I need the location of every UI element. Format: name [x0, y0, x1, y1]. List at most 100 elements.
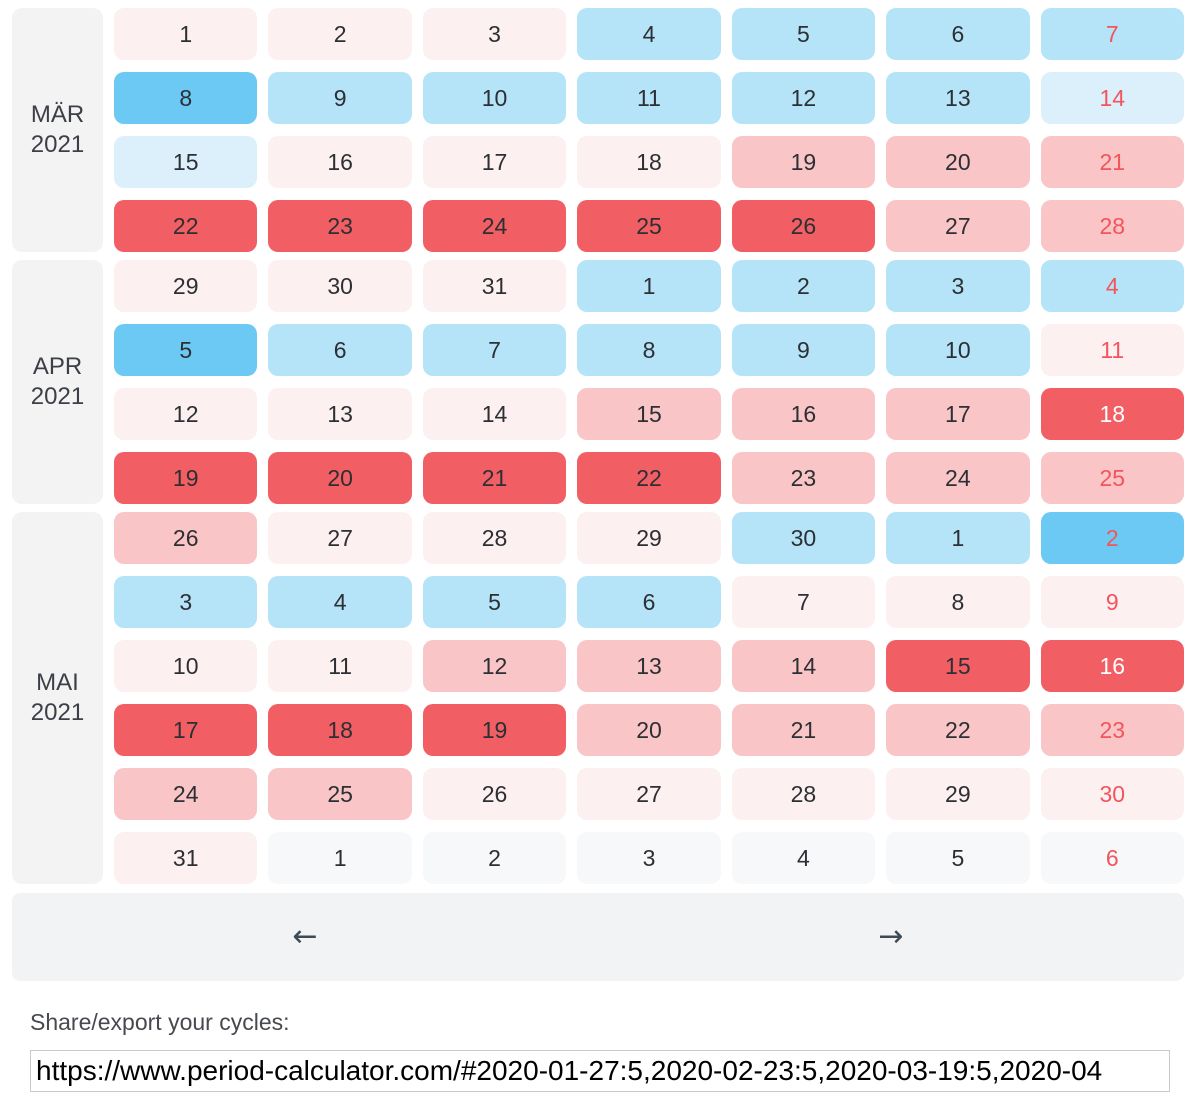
day-cell[interactable]: 30	[731, 512, 876, 564]
day-cell[interactable]: 10	[114, 640, 258, 692]
day-cell[interactable]: 22	[886, 704, 1030, 756]
day-cell[interactable]: 4	[1040, 260, 1184, 312]
day-cell[interactable]: 27	[268, 512, 412, 564]
day-cell[interactable]: 2	[1040, 512, 1184, 564]
day-cell[interactable]: 6	[1040, 832, 1184, 884]
day-cell[interactable]: 17	[886, 388, 1030, 440]
day-cell[interactable]: 23	[1040, 704, 1184, 756]
day-cell[interactable]: 28	[1040, 200, 1184, 252]
day-cell[interactable]: 28	[422, 512, 567, 564]
day-cell[interactable]: 13	[577, 640, 721, 692]
day-cell[interactable]: 21	[731, 704, 876, 756]
day-cell[interactable]: 11	[268, 640, 412, 692]
day-cell[interactable]: 7	[1040, 8, 1184, 60]
day-cell[interactable]: 2	[268, 8, 412, 60]
day-cell[interactable]: 1	[886, 512, 1030, 564]
day-cell[interactable]: 7	[731, 576, 876, 628]
day-cell[interactable]: 20	[886, 136, 1030, 188]
day-cell[interactable]: 5	[731, 8, 876, 60]
day-cell[interactable]: 13	[268, 388, 412, 440]
day-cell[interactable]: 23	[268, 200, 412, 252]
day-cell[interactable]: 6	[886, 8, 1030, 60]
day-cell[interactable]: 18	[268, 704, 412, 756]
day-cell[interactable]: 31	[114, 832, 258, 884]
day-cell[interactable]: 12	[422, 640, 567, 692]
day-cell[interactable]: 24	[886, 452, 1030, 504]
day-cell[interactable]: 6	[268, 324, 412, 376]
day-cell[interactable]: 16	[268, 136, 412, 188]
day-cell[interactable]: 4	[268, 576, 412, 628]
day-cell[interactable]: 10	[422, 72, 567, 124]
day-cell[interactable]: 5	[114, 324, 258, 376]
day-cell[interactable]: 22	[114, 200, 258, 252]
prev-month-button[interactable]: ←	[278, 916, 331, 958]
day-cell[interactable]: 31	[422, 260, 567, 312]
day-cell[interactable]: 29	[114, 260, 258, 312]
day-cell[interactable]: 19	[422, 704, 567, 756]
day-cell[interactable]: 19	[731, 136, 876, 188]
day-cell[interactable]: 17	[114, 704, 258, 756]
day-cell[interactable]: 6	[577, 576, 721, 628]
day-cell[interactable]: 1	[577, 260, 721, 312]
day-cell[interactable]: 2	[422, 832, 567, 884]
day-cell[interactable]: 11	[577, 72, 721, 124]
day-cell[interactable]: 26	[731, 200, 876, 252]
day-cell[interactable]: 9	[731, 324, 876, 376]
day-cell[interactable]: 30	[1040, 768, 1184, 820]
day-cell[interactable]: 13	[886, 72, 1030, 124]
day-cell[interactable]: 1	[114, 8, 258, 60]
day-cell[interactable]: 8	[577, 324, 721, 376]
day-cell[interactable]: 4	[731, 832, 876, 884]
day-cell[interactable]: 25	[577, 200, 721, 252]
day-cell[interactable]: 7	[422, 324, 567, 376]
day-cell[interactable]: 24	[422, 200, 567, 252]
next-month-button[interactable]: →	[864, 916, 917, 958]
day-cell[interactable]: 9	[1040, 576, 1184, 628]
day-cell[interactable]: 29	[886, 768, 1030, 820]
day-cell[interactable]: 5	[422, 576, 567, 628]
day-cell[interactable]: 11	[1040, 324, 1184, 376]
day-cell[interactable]: 5	[886, 832, 1030, 884]
share-url-input[interactable]	[30, 1050, 1170, 1092]
day-cell[interactable]: 9	[268, 72, 412, 124]
day-cell[interactable]: 16	[731, 388, 876, 440]
day-cell[interactable]: 12	[731, 72, 876, 124]
day-cell[interactable]: 27	[577, 768, 721, 820]
day-cell[interactable]: 25	[1040, 452, 1184, 504]
day-cell[interactable]: 1	[268, 832, 412, 884]
day-cell[interactable]: 14	[422, 388, 567, 440]
day-cell[interactable]: 25	[268, 768, 412, 820]
day-cell[interactable]: 3	[577, 832, 721, 884]
day-cell[interactable]: 15	[577, 388, 721, 440]
day-cell[interactable]: 3	[886, 260, 1030, 312]
day-cell[interactable]: 21	[1040, 136, 1184, 188]
day-cell[interactable]: 24	[114, 768, 258, 820]
day-cell[interactable]: 27	[886, 200, 1030, 252]
day-cell[interactable]: 29	[577, 512, 721, 564]
day-cell[interactable]: 10	[886, 324, 1030, 376]
day-cell[interactable]: 28	[731, 768, 876, 820]
day-cell[interactable]: 16	[1040, 640, 1184, 692]
day-cell[interactable]: 23	[731, 452, 876, 504]
day-cell[interactable]: 30	[268, 260, 412, 312]
day-cell[interactable]: 26	[422, 768, 567, 820]
day-cell[interactable]: 14	[1040, 72, 1184, 124]
day-cell[interactable]: 15	[114, 136, 258, 188]
day-cell[interactable]: 8	[886, 576, 1030, 628]
day-cell[interactable]: 21	[422, 452, 567, 504]
day-cell[interactable]: 18	[577, 136, 721, 188]
day-cell[interactable]: 14	[731, 640, 876, 692]
day-cell[interactable]: 3	[114, 576, 258, 628]
day-cell[interactable]: 22	[577, 452, 721, 504]
day-cell[interactable]: 2	[731, 260, 876, 312]
day-cell[interactable]: 17	[422, 136, 567, 188]
day-cell[interactable]: 20	[577, 704, 721, 756]
day-cell[interactable]: 15	[886, 640, 1030, 692]
day-cell[interactable]: 26	[114, 512, 258, 564]
day-cell[interactable]: 18	[1040, 388, 1184, 440]
day-cell[interactable]: 3	[422, 8, 567, 60]
day-cell[interactable]: 19	[114, 452, 258, 504]
day-cell[interactable]: 12	[114, 388, 258, 440]
day-cell[interactable]: 4	[577, 8, 721, 60]
day-cell[interactable]: 20	[268, 452, 412, 504]
